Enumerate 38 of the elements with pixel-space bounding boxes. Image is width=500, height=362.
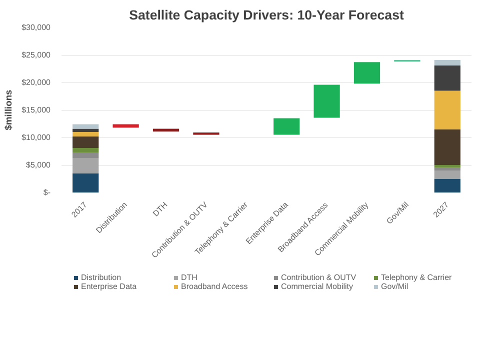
bar [72, 128, 99, 132]
bar [72, 132, 99, 136]
legend-label: Contribution & OUTV [281, 273, 358, 282]
bar [434, 170, 460, 179]
bar [354, 62, 380, 84]
bar [72, 158, 99, 174]
y-tick-label: $20,000 [22, 78, 52, 87]
bar [72, 173, 99, 192]
legend-label: Enterprise Data [81, 282, 138, 291]
y-tick-label: $5,000 [26, 160, 52, 170]
y-axis-title: $millions [4, 90, 14, 130]
bar [434, 90, 460, 130]
bar [434, 129, 460, 165]
legend-label: Broadband Access [181, 282, 249, 291]
y-tick-label: $- [43, 188, 51, 197]
legend-label: DTH [181, 273, 198, 282]
y-tick-label: $10,000 [22, 133, 52, 142]
bar [72, 152, 99, 158]
chart-title: Satellite Capacity Drivers: 10-Year Forecast [129, 8, 404, 22]
bar [72, 148, 99, 153]
y-tick-label: $25,000 [22, 50, 52, 60]
bar [152, 128, 180, 132]
legend-label: Distribution [81, 273, 122, 282]
y-tick-label: $30,000 [22, 23, 52, 32]
bar [434, 60, 460, 66]
bar [72, 136, 99, 148]
bar [274, 118, 300, 135]
bar [434, 65, 460, 91]
bar [434, 168, 460, 170]
bar [112, 124, 139, 128]
y-tick-label: $15,000 [22, 106, 52, 114]
bar [434, 178, 460, 192]
bar [314, 84, 340, 118]
bar [434, 165, 460, 168]
legend-label: Commercial Mobility [281, 282, 354, 291]
legend-label: Gov/Mil [381, 282, 410, 291]
legend-label: Telephony & Carrier [381, 273, 453, 282]
bar [72, 124, 99, 129]
